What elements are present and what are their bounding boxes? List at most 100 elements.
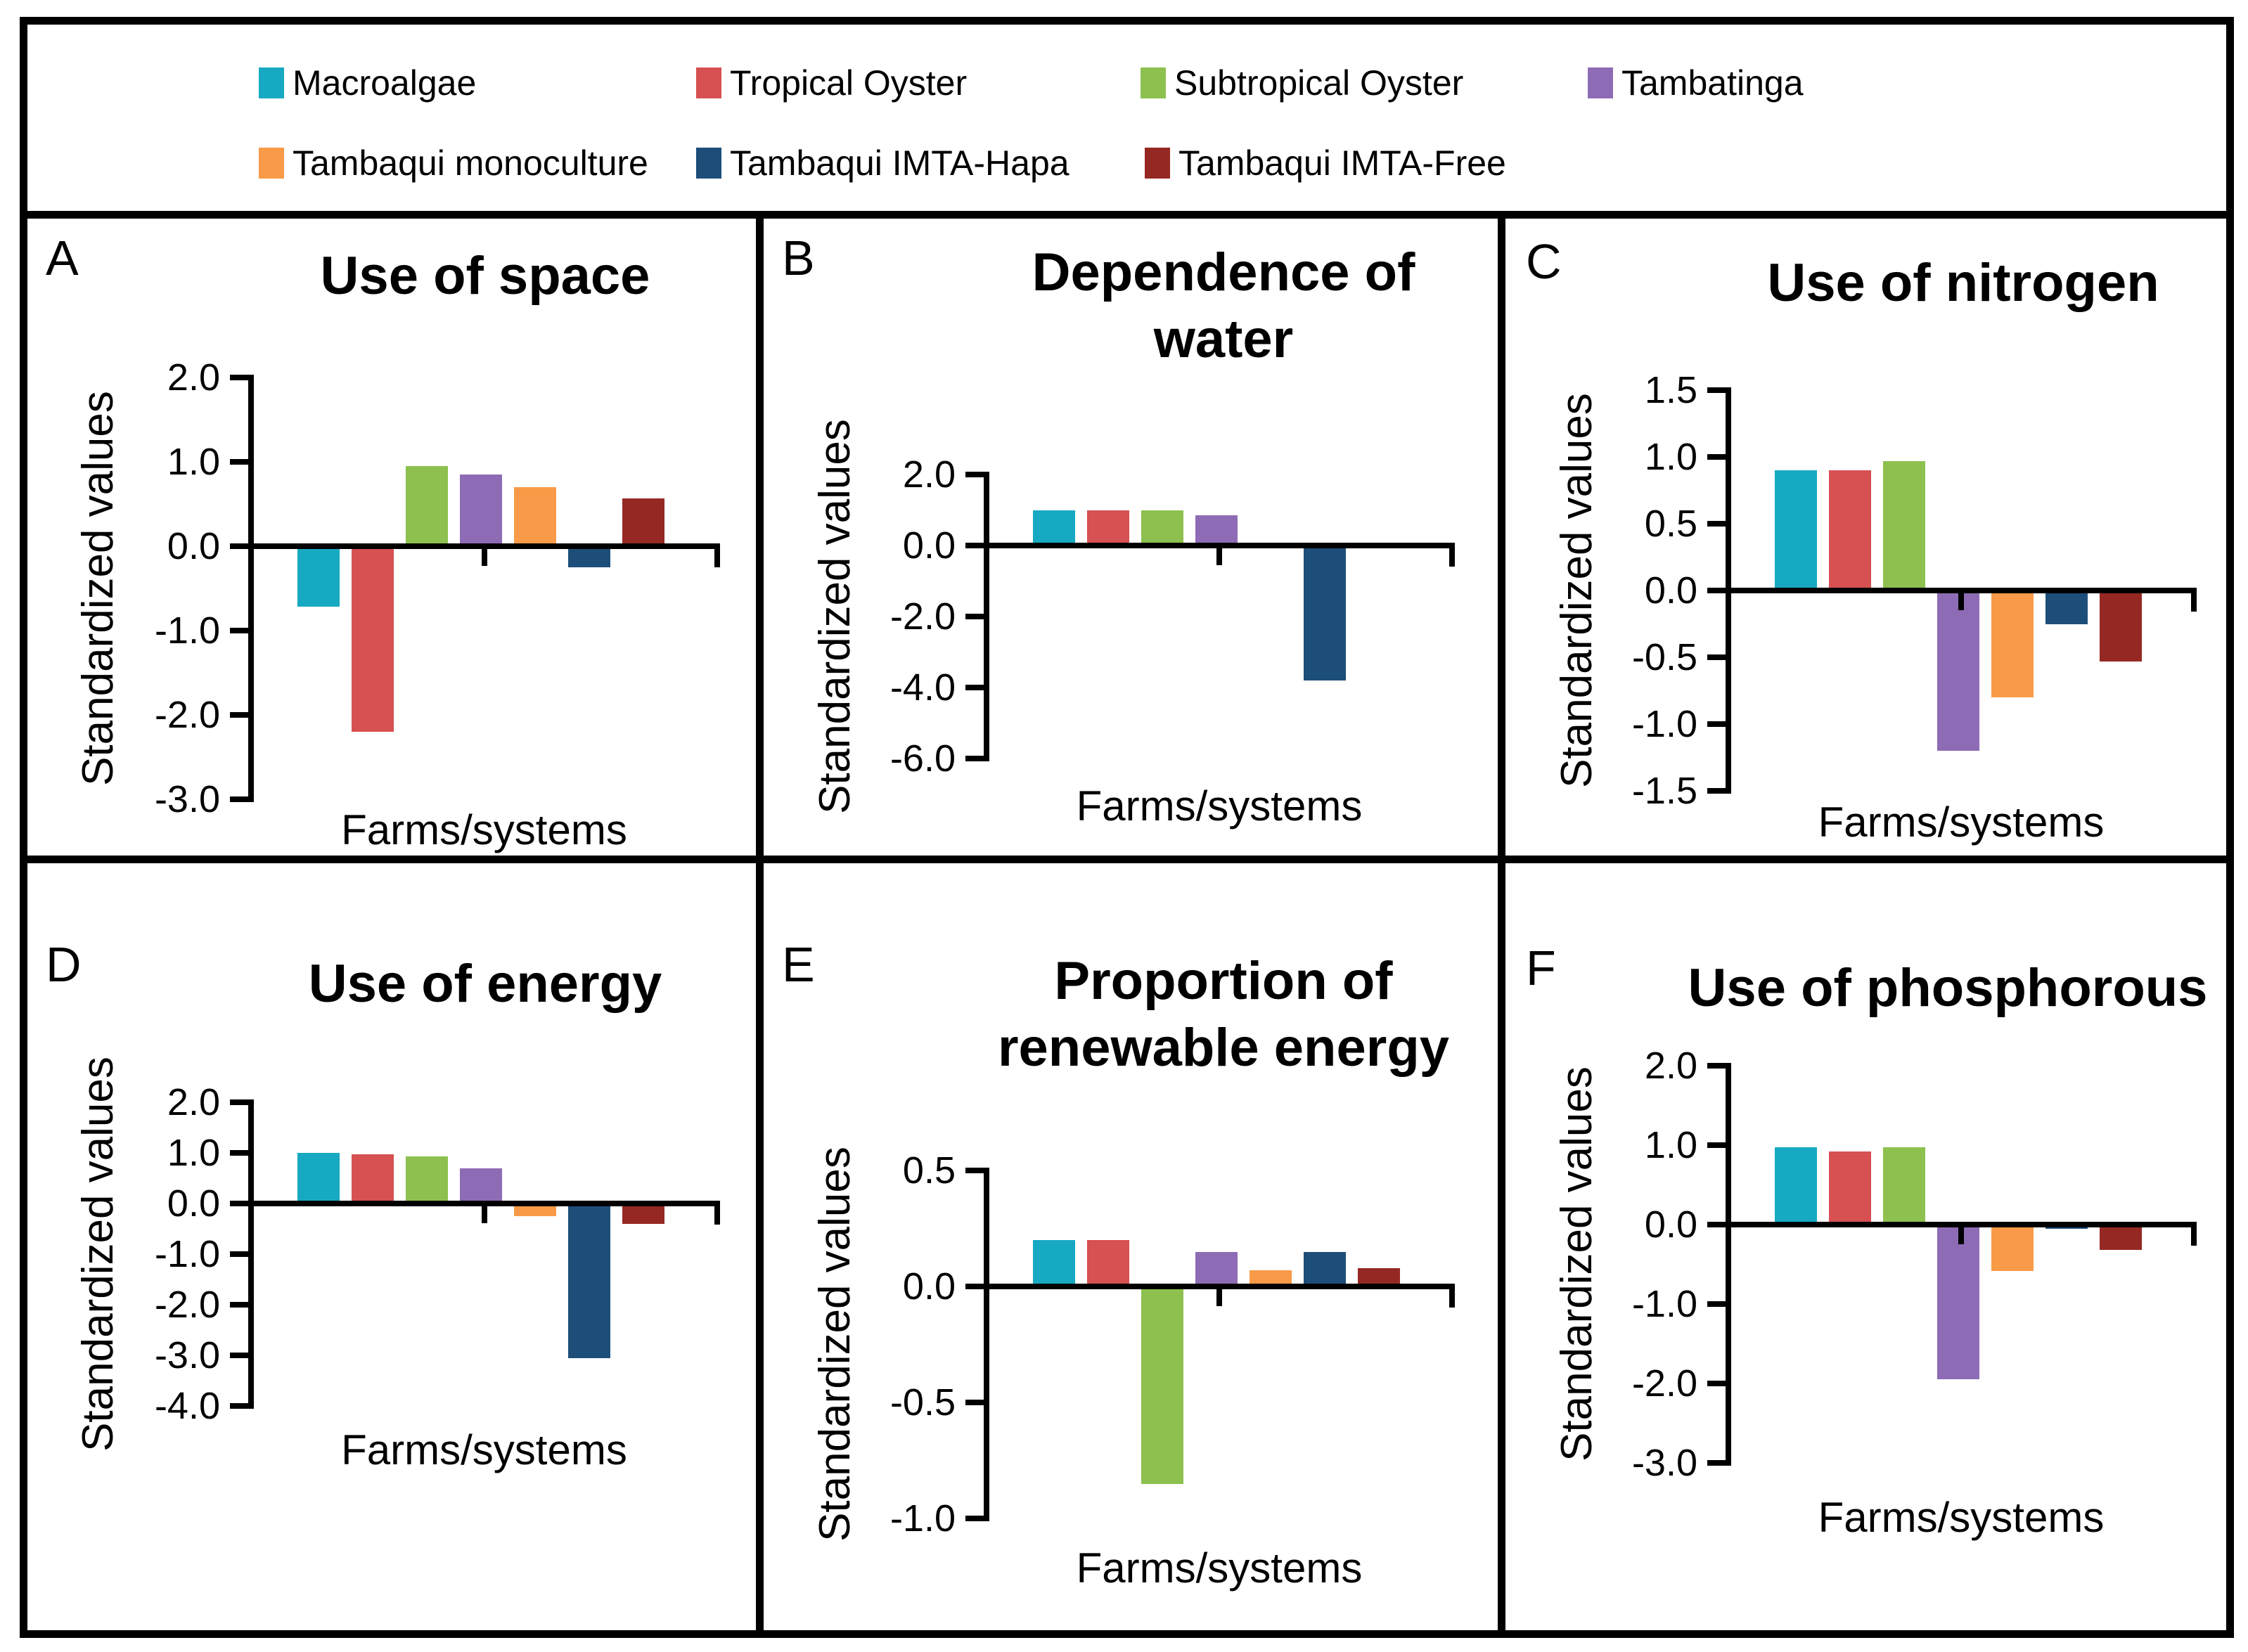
x-axis-mid-tick — [1958, 593, 1964, 610]
panel-title: Dependence of water — [802, 239, 1645, 373]
legend-label: Tambaqui IMTA-Free — [1178, 143, 1506, 183]
x-axis-mid-tick — [1216, 548, 1222, 565]
y-tick-label: -2.0 — [889, 595, 956, 638]
y-tick-label: 2.0 — [167, 1081, 220, 1123]
panel-title-line: water — [1153, 309, 1294, 369]
x-axis-title: Farms/systems — [1818, 799, 2105, 846]
bar-tropical-oyster — [1087, 510, 1129, 546]
x-axis-end-tick — [1449, 1289, 1455, 1308]
legend-item: Tambaqui IMTA-Hapa — [696, 143, 1070, 183]
y-tick-mark — [965, 543, 984, 548]
bar-tambaqui-imta-free — [622, 1203, 664, 1224]
bar-tambaqui-imta-hapa — [1304, 1251, 1346, 1286]
x-axis-end-tick — [714, 1206, 720, 1225]
panel-letter: F — [1526, 941, 1556, 995]
x-axis-title: Farms/systems — [1076, 1544, 1363, 1592]
bar-macroalgae — [1775, 1147, 1817, 1225]
bar-tambaqui-monoculture — [1250, 1270, 1292, 1286]
y-axis-line — [1726, 1063, 1731, 1466]
panel-title-line: Proportion of — [1054, 951, 1393, 1011]
y-tick-label: -1.0 — [1631, 703, 1697, 745]
panel-title-line: Use of phosphorous — [1688, 958, 2208, 1018]
x-axis-line — [248, 1201, 720, 1206]
y-tick-label: -1.5 — [1631, 770, 1697, 812]
y-tick-mark — [1707, 454, 1726, 460]
y-tick-label: 2.0 — [167, 356, 220, 399]
y-tick-mark — [1707, 521, 1726, 527]
y-tick-mark — [230, 712, 248, 718]
bar-tambatinga — [460, 475, 502, 546]
panel-title: Use of phosphorous — [1526, 955, 2248, 1021]
y-tick-label: 2.0 — [1644, 1045, 1697, 1087]
legend-swatch-icon — [259, 148, 284, 179]
y-tick-mark — [1707, 1460, 1726, 1466]
legend-label: Subtropical Oyster — [1174, 63, 1464, 103]
bar-macroalgae — [1033, 1240, 1075, 1286]
y-tick-mark — [1707, 1142, 1726, 1148]
bar-tambaqui-imta-free — [2100, 1225, 2142, 1251]
x-axis-line — [984, 1284, 1455, 1289]
y-tick-label: -1.0 — [1631, 1283, 1697, 1325]
y-tick-label: -1.0 — [154, 609, 220, 652]
y-tick-label: 0.5 — [902, 1149, 956, 1192]
y-tick-mark — [965, 685, 984, 690]
y-tick-mark — [230, 1099, 248, 1105]
x-axis-line — [984, 543, 1455, 548]
y-tick-mark — [965, 1516, 984, 1521]
y-tick-label: -4.0 — [154, 1385, 220, 1427]
y-tick-mark — [230, 628, 248, 633]
bar-tropical-oyster — [352, 546, 394, 732]
y-tick-label: -2.0 — [154, 694, 220, 736]
x-axis-end-tick — [2191, 593, 2197, 612]
panel-title-line: renewable energy — [997, 1018, 1450, 1078]
bar-subtropical-oyster — [1883, 1147, 1925, 1225]
bar-tropical-oyster — [1829, 470, 1871, 591]
figure-outer-border — [20, 17, 2234, 1638]
y-tick-mark — [965, 472, 984, 477]
y-tick-mark — [230, 1302, 248, 1308]
y-tick-mark — [230, 1403, 248, 1409]
panel-letter: B — [782, 231, 815, 285]
panel-title: Proportion of renewable energy — [802, 948, 1645, 1081]
row-divider — [20, 856, 2234, 863]
y-tick-label: -1.0 — [154, 1233, 220, 1275]
y-axis-title: Standardized values — [811, 1147, 859, 1542]
panel-title-line: Use of nitrogen — [1767, 253, 2159, 313]
legend-label: Tambaqui IMTA-Hapa — [730, 143, 1070, 183]
bar-tambaqui-monoculture — [514, 1203, 556, 1216]
y-tick-mark — [230, 459, 248, 465]
x-axis-mid-tick — [1958, 1227, 1964, 1244]
y-tick-label: 0.5 — [1644, 503, 1697, 545]
y-tick-mark — [230, 1150, 248, 1156]
legend-swatch-icon — [696, 67, 721, 98]
x-axis-line — [1726, 588, 2197, 593]
legend-swatch-icon — [696, 148, 721, 179]
y-tick-label: 1.5 — [1644, 369, 1697, 411]
y-tick-label: -0.5 — [1631, 636, 1697, 678]
bar-subtropical-oyster — [1141, 1286, 1183, 1484]
y-tick-label: 1.0 — [1644, 436, 1697, 478]
panel-title-line: Use of space — [320, 246, 650, 306]
column-divider-2 — [1498, 211, 1505, 1630]
panel-letter: E — [782, 937, 815, 992]
legend-item: Tambaqui monoculture — [259, 143, 648, 183]
x-axis-title: Farms/systems — [1818, 1494, 2105, 1541]
y-tick-label: 1.0 — [167, 1132, 220, 1174]
y-tick-mark — [230, 543, 248, 549]
bar-tropical-oyster — [1087, 1240, 1129, 1286]
x-axis-title: Farms/systems — [1076, 782, 1363, 830]
bar-tropical-oyster — [1829, 1151, 1871, 1225]
x-axis-title: Farms/systems — [341, 1426, 627, 1473]
x-axis-line — [1726, 1222, 2197, 1227]
y-tick-mark — [230, 375, 248, 380]
bar-tambaqui-imta-hapa — [568, 1203, 610, 1358]
legend-item: Tropical Oyster — [696, 63, 967, 103]
legend-label: Tropical Oyster — [730, 63, 968, 103]
y-tick-mark — [1707, 1063, 1726, 1069]
y-tick-mark — [965, 1284, 984, 1289]
x-axis-end-tick — [714, 549, 720, 567]
y-tick-label: -1.0 — [889, 1497, 956, 1540]
x-axis-mid-tick — [1216, 1289, 1222, 1306]
y-tick-label: -3.0 — [154, 1334, 220, 1376]
